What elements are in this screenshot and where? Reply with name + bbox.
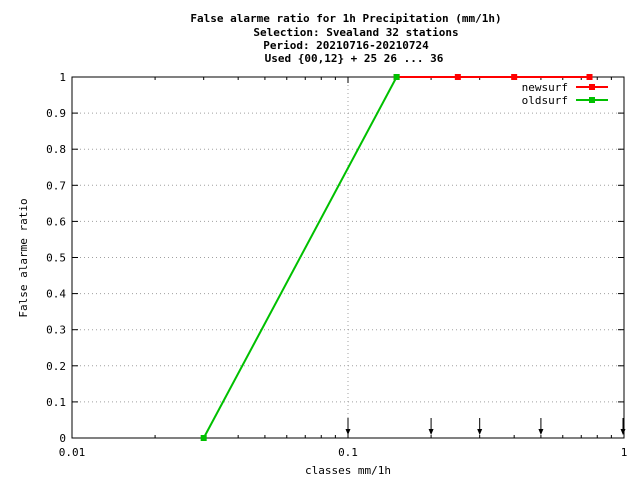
series-line-oldsurf	[202, 76, 398, 439]
class-marker-arrow	[428, 429, 434, 435]
class-marker-arrow	[538, 429, 544, 435]
y-tick-label: 0.9	[46, 107, 66, 120]
y-tick-label: 0.1	[46, 396, 66, 409]
series-layer	[200, 74, 593, 441]
legend-marker-newsurf	[589, 84, 595, 90]
x-tick-label: 0.01	[59, 446, 86, 459]
grid	[72, 77, 624, 438]
y-tick-label: 0.4	[46, 288, 66, 301]
legend-label-newsurf: newsurf	[522, 81, 568, 94]
class-markers	[345, 418, 626, 435]
y-tick-label: 0	[59, 432, 66, 445]
y-axis-label: False alarme ratio	[17, 198, 30, 317]
title-line-2: Selection: Svealand 32 stations	[253, 26, 458, 39]
class-marker-arrow	[345, 429, 351, 435]
chart-title: False alarme ratio for 1h Precipitation …	[190, 12, 501, 65]
x-axis-label: classes mm/1h	[305, 464, 391, 477]
legend-marker-oldsurf	[589, 97, 595, 103]
data-point-oldsurf	[200, 435, 207, 441]
data-point-newsurf	[454, 74, 461, 80]
y-tick-label: 0.7	[46, 179, 66, 192]
y-tick-label: 1	[59, 71, 66, 84]
x-tick-label: 0.1	[338, 446, 358, 459]
y-tick-label: 0.8	[46, 143, 66, 156]
y-tick-label: 0.2	[46, 360, 66, 373]
axes: 0 0.1 0.2 0.3 0.4 0.5 0.6 0.7 0.8 0.9 1 0.01 0.1 1	[46, 71, 627, 459]
data-point-oldsurf	[393, 74, 400, 80]
title-line-1: False alarme ratio for 1h Precipitation …	[190, 12, 501, 25]
y-tick-label: 0.6	[46, 215, 66, 228]
class-marker-arrow	[477, 429, 483, 435]
x-tick-label: 1	[621, 446, 628, 459]
title-line-3: Period: 20210716-20210724	[263, 39, 429, 52]
legend-label-oldsurf: oldsurf	[522, 94, 568, 107]
y-tick-label: 0.5	[46, 252, 66, 265]
data-point-newsurf	[511, 74, 518, 80]
y-tick-label: 0.3	[46, 324, 66, 337]
title-line-4: Used {00,12} + 25 26 ... 36	[265, 52, 444, 65]
data-point-newsurf	[586, 74, 593, 80]
class-marker-arrow	[620, 429, 626, 435]
